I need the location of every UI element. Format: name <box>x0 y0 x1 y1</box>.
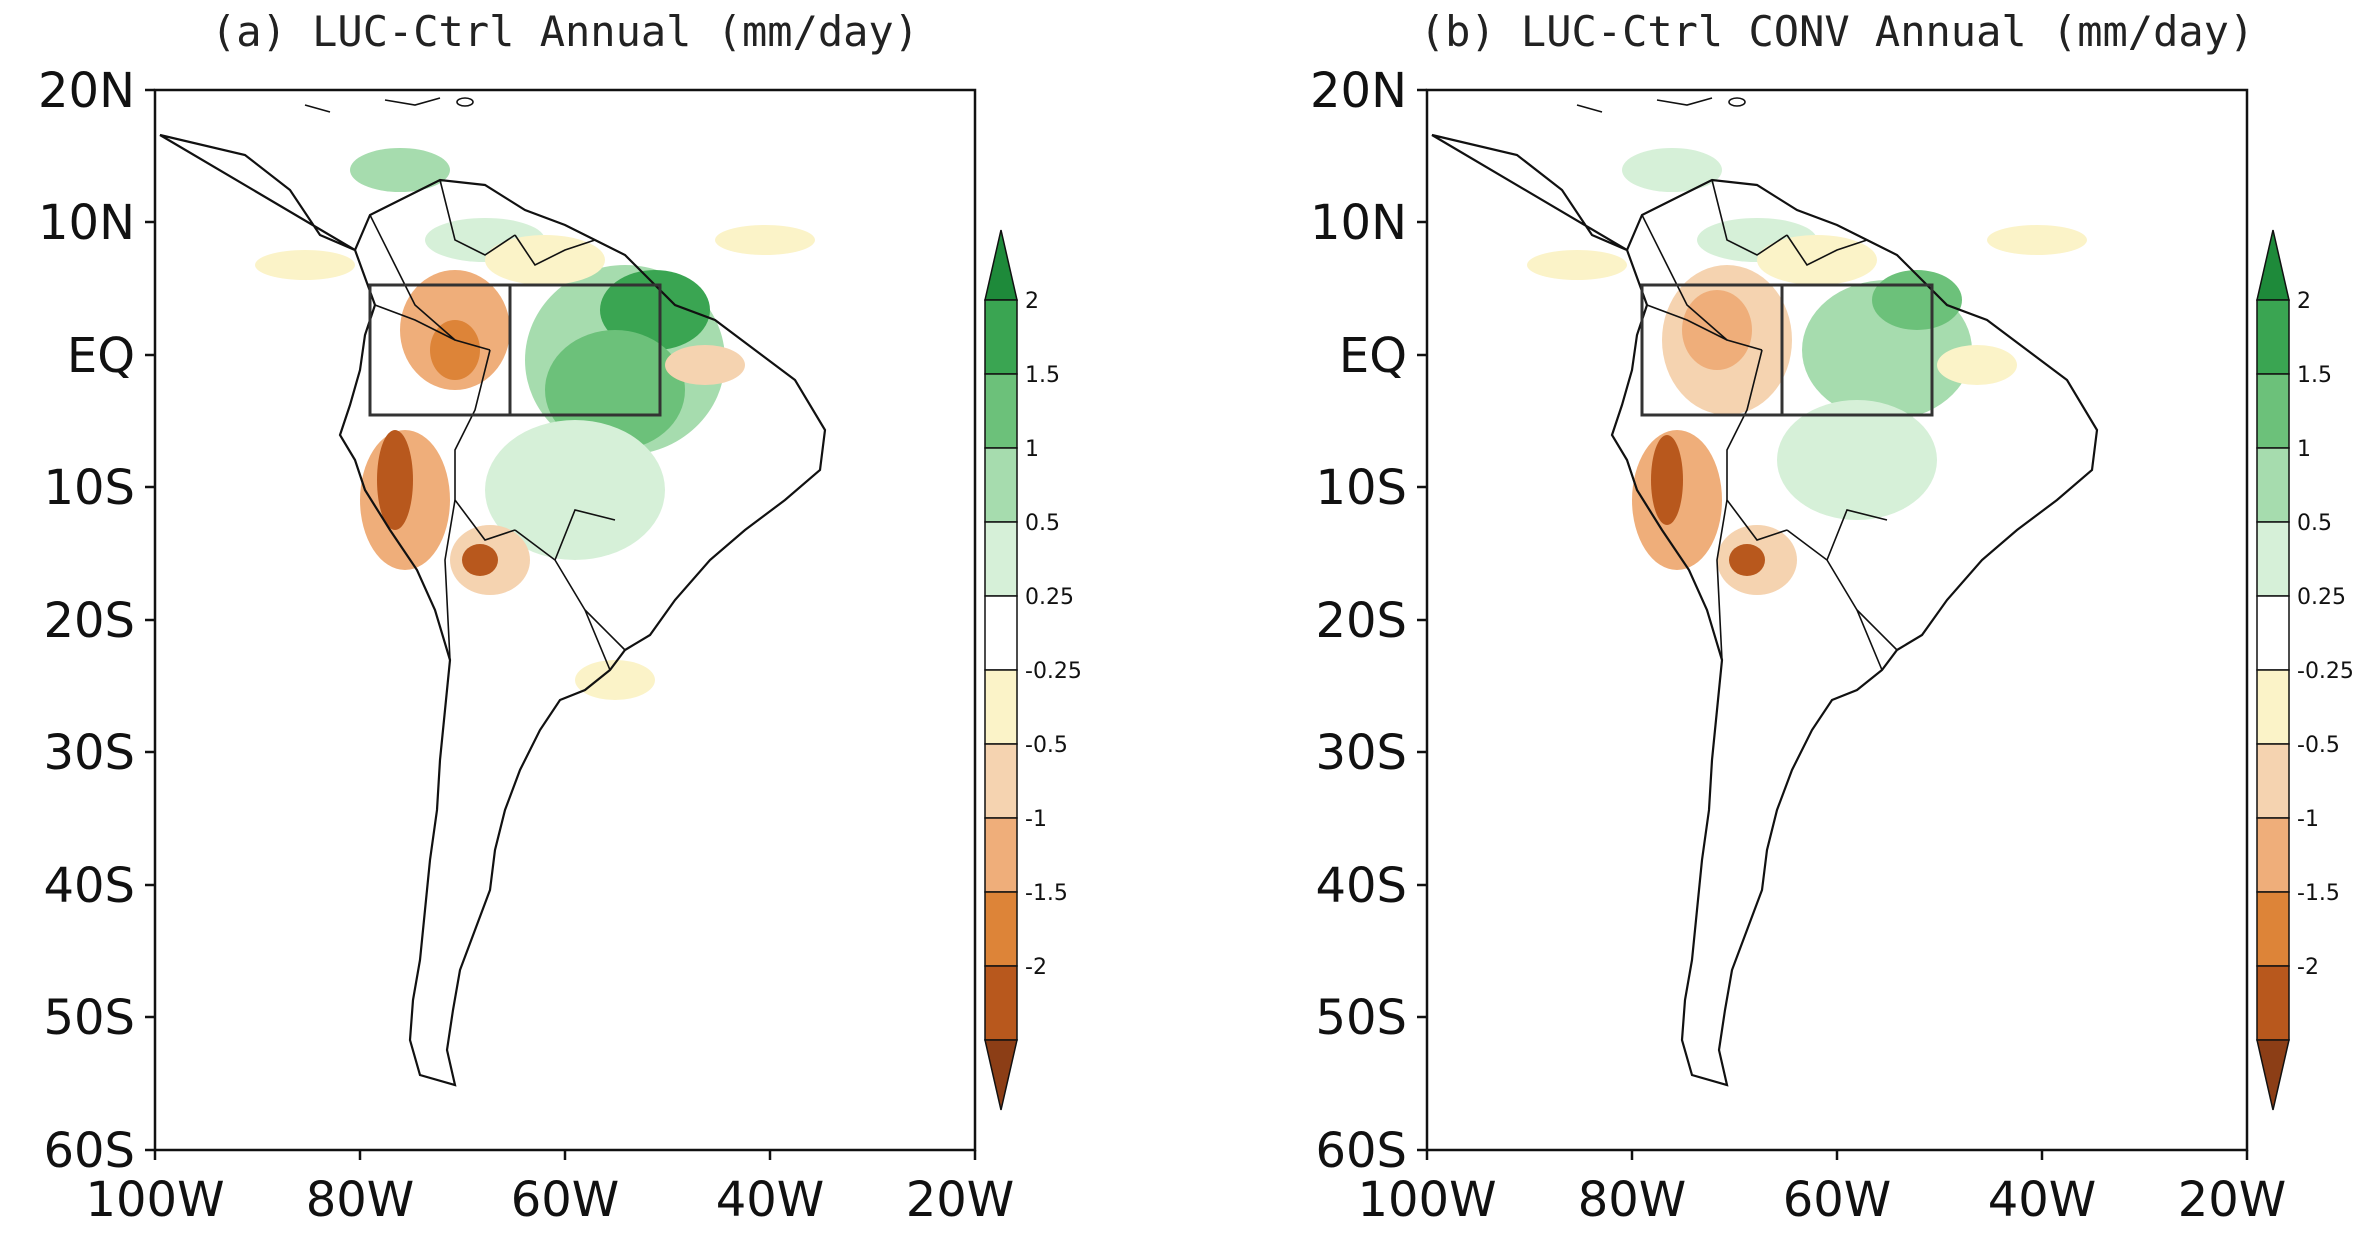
colorbar-label: 2 <box>2297 289 2311 314</box>
colorbar-label: -2 <box>1025 955 1047 980</box>
colorbar-label: -0.5 <box>1025 733 1068 758</box>
colorbar-bottom-arrow <box>984 1039 1018 1111</box>
colorbar-box <box>2256 521 2290 597</box>
panel-b-ytick: 60S <box>1315 1123 1407 1179</box>
panel-a-anomaly-field <box>255 148 815 700</box>
panel-b-xtick: 40W <box>1988 1172 2097 1228</box>
colorbar-box <box>2256 299 2290 375</box>
panel-b: (b) LUC-Ctrl CONV Annual (mm/day) <box>1310 7 2354 1228</box>
colorbar-label: -2 <box>2297 955 2319 980</box>
colorbar-box <box>2256 373 2290 449</box>
colorbar-label: 1.5 <box>1025 363 1060 388</box>
colorbar-bottom-arrow <box>2256 1039 2290 1111</box>
panel-b-title: (b) LUC-Ctrl CONV Annual (mm/day) <box>1420 7 2254 56</box>
colorbar-box <box>984 299 1018 375</box>
panel-b-ytick: 30S <box>1315 725 1407 781</box>
colorbar-label: 1 <box>1025 437 1039 462</box>
panel-b-ytick: EQ <box>1339 328 1407 384</box>
colorbar-label: -0.25 <box>1025 659 1082 684</box>
panel-b-ytick: 20N <box>1310 63 1407 119</box>
colorbar-box <box>984 373 1018 449</box>
colorbar-box <box>2256 891 2290 967</box>
colorbar-label: -0.25 <box>2297 659 2354 684</box>
colorbar-box <box>984 891 1018 967</box>
panel-a-colorbar-labels: 2 1.5 1 0.5 0.25 -0.25 -0.5 -1 -1.5 -2 <box>1025 289 1082 980</box>
panel-a-xtick: 20W <box>906 1172 1015 1228</box>
panel-a-xtick: 80W <box>306 1172 415 1228</box>
colorbar-box <box>2256 669 2290 745</box>
colorbar-box <box>984 817 1018 893</box>
colorbar-label: -1.5 <box>2297 881 2340 906</box>
colorbar-box <box>984 595 1018 671</box>
panel-b-colorbar <box>2256 229 2290 1111</box>
panel-a-xtick: 40W <box>716 1172 825 1228</box>
panel-a-colorbar <box>984 229 1018 1111</box>
colorbar-box <box>2256 595 2290 671</box>
colorbar-box <box>984 447 1018 523</box>
panel-b-ytick: 10N <box>1310 195 1407 251</box>
colorbar-label: 1 <box>2297 437 2311 462</box>
colorbar-label: -1 <box>2297 807 2319 832</box>
colorbar-label: 0.5 <box>2297 511 2332 536</box>
panel-b-xtick: 100W <box>1357 1172 1496 1228</box>
panel-b-study-box <box>1640 283 1934 417</box>
panel-a-ytick: 60S <box>43 1123 135 1179</box>
colorbar-box <box>2256 447 2290 523</box>
panel-a-ytick: 20S <box>43 593 135 649</box>
panel-a-xtick: 100W <box>85 1172 224 1228</box>
panel-b-xtick: 60W <box>1783 1172 1892 1228</box>
panel-a: (a) LUC-Ctrl Annual (mm/day) <box>38 7 1082 1228</box>
panel-a-study-box <box>368 283 662 417</box>
colorbar-label: 2 <box>1025 289 1039 314</box>
panel-b-ytick: 10S <box>1315 460 1407 516</box>
panel-b-ytick: 20S <box>1315 593 1407 649</box>
panel-a-xtick: 60W <box>511 1172 620 1228</box>
colorbar-label: 0.5 <box>1025 511 1060 536</box>
panel-a-ytick: 20N <box>38 63 135 119</box>
colorbar-box <box>2256 743 2290 819</box>
colorbar-box <box>2256 817 2290 893</box>
panel-a-ytick: 30S <box>43 725 135 781</box>
colorbar-label: -0.5 <box>2297 733 2340 758</box>
colorbar-label: -1.5 <box>1025 881 1068 906</box>
panel-b-xtick: 80W <box>1578 1172 1687 1228</box>
colorbar-label: 0.25 <box>1025 585 1074 610</box>
colorbar-box <box>2256 965 2290 1041</box>
panel-b-ytick: 40S <box>1315 858 1407 914</box>
colorbar-box <box>984 743 1018 819</box>
colorbar-label: 1.5 <box>2297 363 2332 388</box>
colorbar-box <box>984 965 1018 1041</box>
colorbar-box <box>984 521 1018 597</box>
panel-a-ytick: 10S <box>43 460 135 516</box>
panel-a-ytick: 10N <box>38 195 135 251</box>
panel-a-ytick: 40S <box>43 858 135 914</box>
colorbar-top-arrow <box>2256 229 2290 301</box>
panel-b-xtick: 20W <box>2178 1172 2287 1228</box>
colorbar-box <box>984 669 1018 745</box>
panel-a-ytick: 50S <box>43 990 135 1046</box>
colorbar-label: 0.25 <box>2297 585 2346 610</box>
panel-a-ytick: EQ <box>67 328 135 384</box>
panel-b-colorbar-labels: 2 1.5 1 0.5 0.25 -0.25 -0.5 -1 -1.5 -2 <box>2297 289 2354 980</box>
panel-b-ytick: 50S <box>1315 990 1407 1046</box>
colorbar-label: -1 <box>1025 807 1047 832</box>
panel-a-title: (a) LUC-Ctrl Annual (mm/day) <box>211 7 919 56</box>
colorbar-top-arrow <box>984 229 1018 301</box>
